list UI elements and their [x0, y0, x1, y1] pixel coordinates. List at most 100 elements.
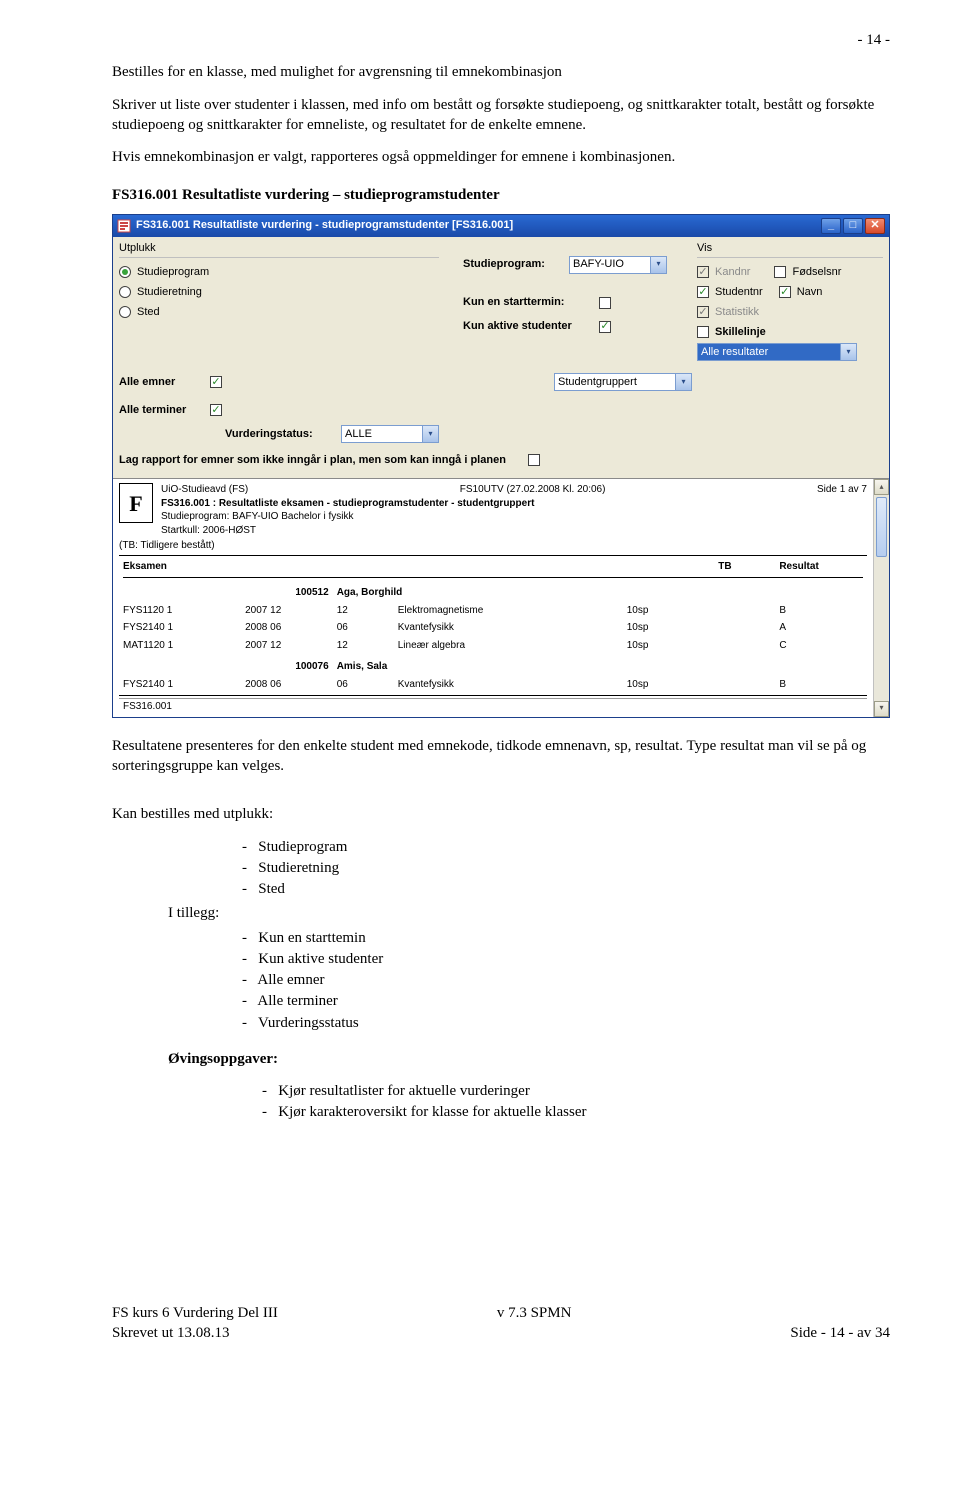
scroll-down-icon[interactable]: ▾ — [874, 701, 889, 717]
list-item: Kjør resultatlister for aktuelle vurderi… — [112, 1081, 890, 1101]
vurderingstatus-label: Vurderingstatus: — [225, 427, 335, 442]
list-item: Kun aktive studenter — [112, 949, 890, 969]
kun-aktive-studenter-label: Kun aktive studenter — [463, 319, 593, 334]
radio-sted[interactable] — [119, 306, 131, 318]
col-resultat: Resultat — [775, 558, 867, 576]
chevron-down-icon[interactable]: ▾ — [675, 374, 691, 390]
window-titlebar[interactable]: FS316.001 Resultatliste vurdering - stud… — [113, 215, 889, 237]
report-org: UiO-Studieavd (FS) — [161, 483, 248, 497]
studieprogram-value: BAFY-UIO — [570, 257, 650, 273]
alle-emner-checkbox[interactable] — [210, 376, 222, 388]
skillelinje-label: Skillelinje — [715, 325, 766, 340]
vurderingstatus-value: ALLE — [342, 426, 422, 442]
list-item: Sted — [112, 879, 890, 899]
utplukk-list: StudieprogramStudieretningSted — [112, 837, 890, 900]
kun-en-starttermin-checkbox[interactable] — [599, 297, 611, 309]
alle-terminer-label: Alle terminer — [119, 403, 204, 418]
page-number: - 14 - — [112, 30, 890, 50]
vis-label: Vis — [697, 241, 883, 259]
scroll-thumb[interactable] — [876, 497, 887, 557]
radio-sted-row[interactable]: Sted — [119, 302, 439, 322]
list-item: Alle terminer — [112, 991, 890, 1011]
table-row: FYS2140 12008 0606Kvantefysikk10spB — [119, 676, 867, 694]
statistikk-checkbox — [697, 306, 709, 318]
close-button[interactable]: ✕ — [865, 218, 885, 234]
footer-right: Side - 14 - av 34 — [790, 1323, 890, 1343]
footer-center: v 7.3 SPMN — [497, 1303, 572, 1344]
list-item: Kjør karakteroversikt for klasse for akt… — [112, 1102, 890, 1122]
maximize-button[interactable]: □ — [843, 218, 863, 234]
student-header-row: 100076Amis, Sala — [119, 654, 867, 676]
paragraph-4: Resultatene presenteres for den enkelte … — [112, 736, 890, 777]
studentnr-label: Studentnr — [715, 285, 763, 300]
studentnr-checkbox[interactable] — [697, 286, 709, 298]
window-title: FS316.001 Resultatliste vurdering - stud… — [136, 218, 821, 233]
report-page: Side 1 av 7 — [817, 483, 867, 497]
utplukk-label: Utplukk — [119, 241, 439, 259]
lag-rapport-checkbox[interactable] — [528, 454, 540, 466]
report-preview: F UiO-Studieavd (FS) FS10UTV (27.02.2008… — [113, 479, 889, 717]
paragraph-2: Skriver ut liste over studenter i klasse… — [112, 95, 890, 136]
scroll-up-icon[interactable]: ▴ — [874, 479, 889, 495]
radio-studieprogram-row[interactable]: Studieprogram — [119, 262, 439, 282]
window-icon — [117, 219, 131, 233]
list-item: Kun en starttemin — [112, 928, 890, 948]
paragraph-3: Hvis emnekombinasjon er valgt, rapporter… — [112, 147, 890, 167]
grouping-value: Studentgruppert — [555, 374, 675, 390]
ovingsoppgaver-heading: Øvingsoppgaver: — [112, 1049, 890, 1069]
page-footer: FS kurs 6 Vurdering Del III Skrevet ut 1… — [112, 1303, 890, 1344]
studieprogram-combo[interactable]: BAFY-UIO ▾ — [569, 256, 667, 274]
radio-studieprogram-label: Studieprogram — [137, 265, 209, 280]
footer-left-1: FS kurs 6 Vurdering Del III — [112, 1305, 278, 1321]
vis-group: Vis Kandnr Fødselsnr Studentnr Navn — [697, 241, 883, 363]
paragraph-1: Bestilles for en klasse, med mulighet fo… — [112, 62, 890, 82]
list2-heading: I tillegg: — [112, 903, 890, 923]
list-item: Studieprogram — [112, 837, 890, 857]
student-header-row: 100512Aga, Borghild — [119, 580, 867, 602]
col-eksamen: Eksamen — [119, 558, 241, 576]
result-filter-combo[interactable]: Alle resultater ▾ — [697, 343, 857, 361]
lag-rapport-label: Lag rapport for emner som ikke inngår i … — [119, 453, 506, 468]
alle-emner-label: Alle emner — [119, 375, 204, 390]
report-generated: FS10UTV (27.02.2008 Kl. 20:06) — [460, 483, 606, 497]
col-tb: TB — [714, 558, 775, 576]
chevron-down-icon[interactable]: ▾ — [650, 257, 666, 273]
grouping-combo[interactable]: Studentgruppert ▾ — [554, 373, 692, 391]
ovingsoppgaver-list: Kjør resultatlister for aktuelle vurderi… — [112, 1081, 890, 1123]
report-studieprogram: Studieprogram: BAFY-UIO Bachelor i fysik… — [161, 510, 867, 524]
studieprogram-label: Studieprogram: — [463, 257, 563, 272]
radio-sted-label: Sted — [137, 305, 160, 320]
radio-studieretning[interactable] — [119, 286, 131, 298]
tillegg-list: Kun en startteminKun aktive studenterAll… — [112, 928, 890, 1033]
app-window: FS316.001 Resultatliste vurdering - stud… — [112, 214, 890, 718]
radio-studieretning-row[interactable]: Studieretning — [119, 282, 439, 302]
fodselsnr-label: Fødselsnr — [792, 265, 841, 280]
report-logo: F — [119, 483, 153, 523]
list1-heading: Kan bestilles med utplukk: — [112, 804, 890, 824]
fodselsnr-checkbox[interactable] — [774, 266, 786, 278]
table-row: FYS1120 12007 1212Elektromagnetisme10spB — [119, 602, 867, 620]
footer-left-2: Skrevet ut 13.08.13 — [112, 1325, 230, 1341]
utplukk-group: Utplukk Studieprogram Studieretning Sted — [119, 241, 439, 363]
vurderingstatus-combo[interactable]: ALLE ▾ — [341, 425, 439, 443]
navn-checkbox[interactable] — [779, 286, 791, 298]
chevron-down-icon[interactable]: ▾ — [422, 426, 438, 442]
vertical-scrollbar[interactable]: ▴ ▾ — [873, 479, 889, 717]
chevron-down-icon[interactable]: ▾ — [840, 344, 856, 360]
report-status: FS316.001 — [119, 698, 867, 715]
radio-studieprogram[interactable] — [119, 266, 131, 278]
window-buttons: _ □ ✕ — [821, 218, 885, 234]
minimize-button[interactable]: _ — [821, 218, 841, 234]
kandnr-checkbox — [697, 266, 709, 278]
alle-terminer-checkbox[interactable] — [210, 404, 222, 416]
list-item: Alle emner — [112, 970, 890, 990]
report-title: FS316.001 : Resultatliste eksamen - stud… — [161, 497, 867, 511]
statistikk-label: Statistikk — [715, 305, 759, 320]
skillelinje-checkbox[interactable] — [697, 326, 709, 338]
list-item: Studieretning — [112, 858, 890, 878]
table-row: FYS2140 12008 0606Kvantefysikk10spA — [119, 619, 867, 637]
kun-aktive-studenter-checkbox[interactable] — [599, 321, 611, 333]
result-filter-value: Alle resultater — [698, 344, 840, 360]
kandnr-label: Kandnr — [715, 265, 750, 280]
report-table: Eksamen TB Resultat 100512Aga, BorghildF… — [119, 558, 867, 694]
